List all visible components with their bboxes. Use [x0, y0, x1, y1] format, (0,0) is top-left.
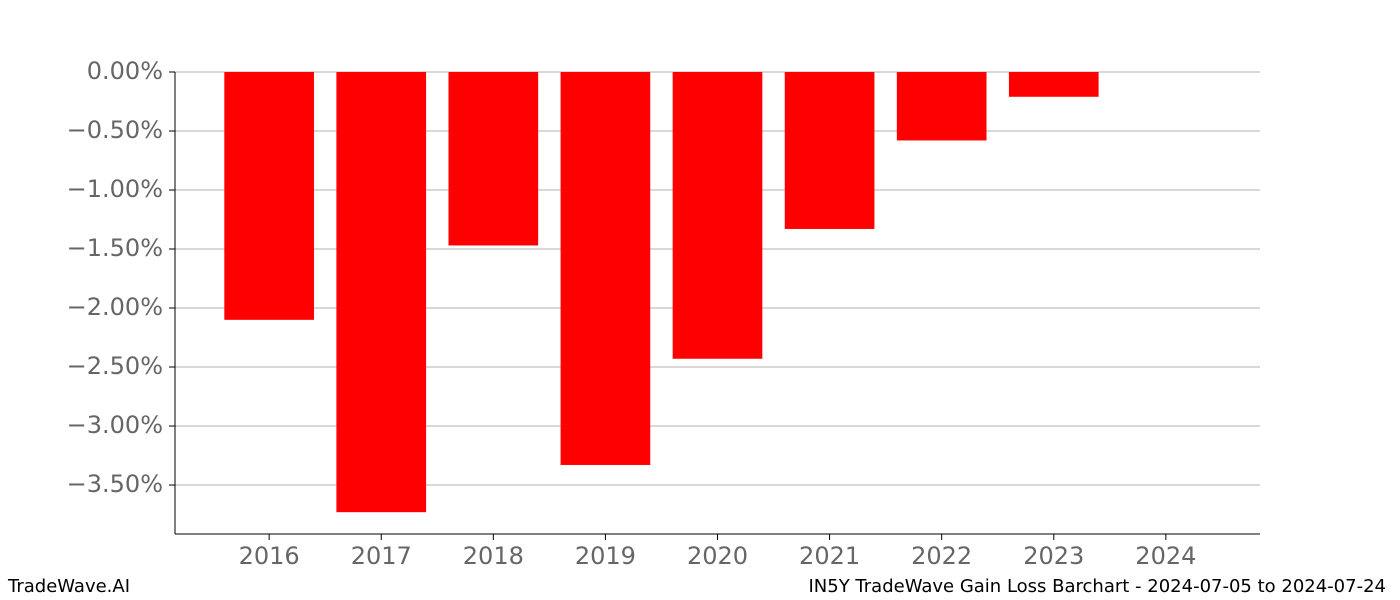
x-tick-label: 2016	[239, 542, 300, 570]
bar	[784, 72, 875, 229]
bar	[896, 72, 987, 141]
x-tick-label: 2019	[575, 542, 636, 570]
y-tick-label: −2.00%	[67, 293, 163, 321]
y-tick-label: −3.00%	[67, 411, 163, 439]
bar	[336, 72, 427, 513]
y-tick-label: −2.50%	[67, 352, 163, 380]
y-tick-label: 0.00%	[87, 57, 163, 85]
bar	[560, 72, 651, 465]
y-tick-label: −1.50%	[67, 234, 163, 262]
bar	[448, 72, 539, 246]
x-tick-label: 2022	[911, 542, 972, 570]
x-tick-label: 2017	[351, 542, 412, 570]
bar	[1008, 72, 1099, 97]
x-tick-label: 2024	[1135, 542, 1196, 570]
x-tick-label: 2018	[463, 542, 524, 570]
x-tick-label: 2021	[799, 542, 860, 570]
y-tick-label: −0.50%	[67, 116, 163, 144]
bar	[672, 72, 763, 359]
watermark: TradeWave.AI	[7, 576, 130, 597]
caption: IN5Y TradeWave Gain Loss Barchart - 2024…	[808, 576, 1386, 597]
y-tick-label: −1.00%	[67, 175, 163, 203]
bar	[224, 72, 314, 320]
y-tick-label: −3.50%	[67, 470, 163, 498]
x-tick-label: 2023	[1023, 542, 1084, 570]
x-tick-label: 2020	[687, 542, 748, 570]
